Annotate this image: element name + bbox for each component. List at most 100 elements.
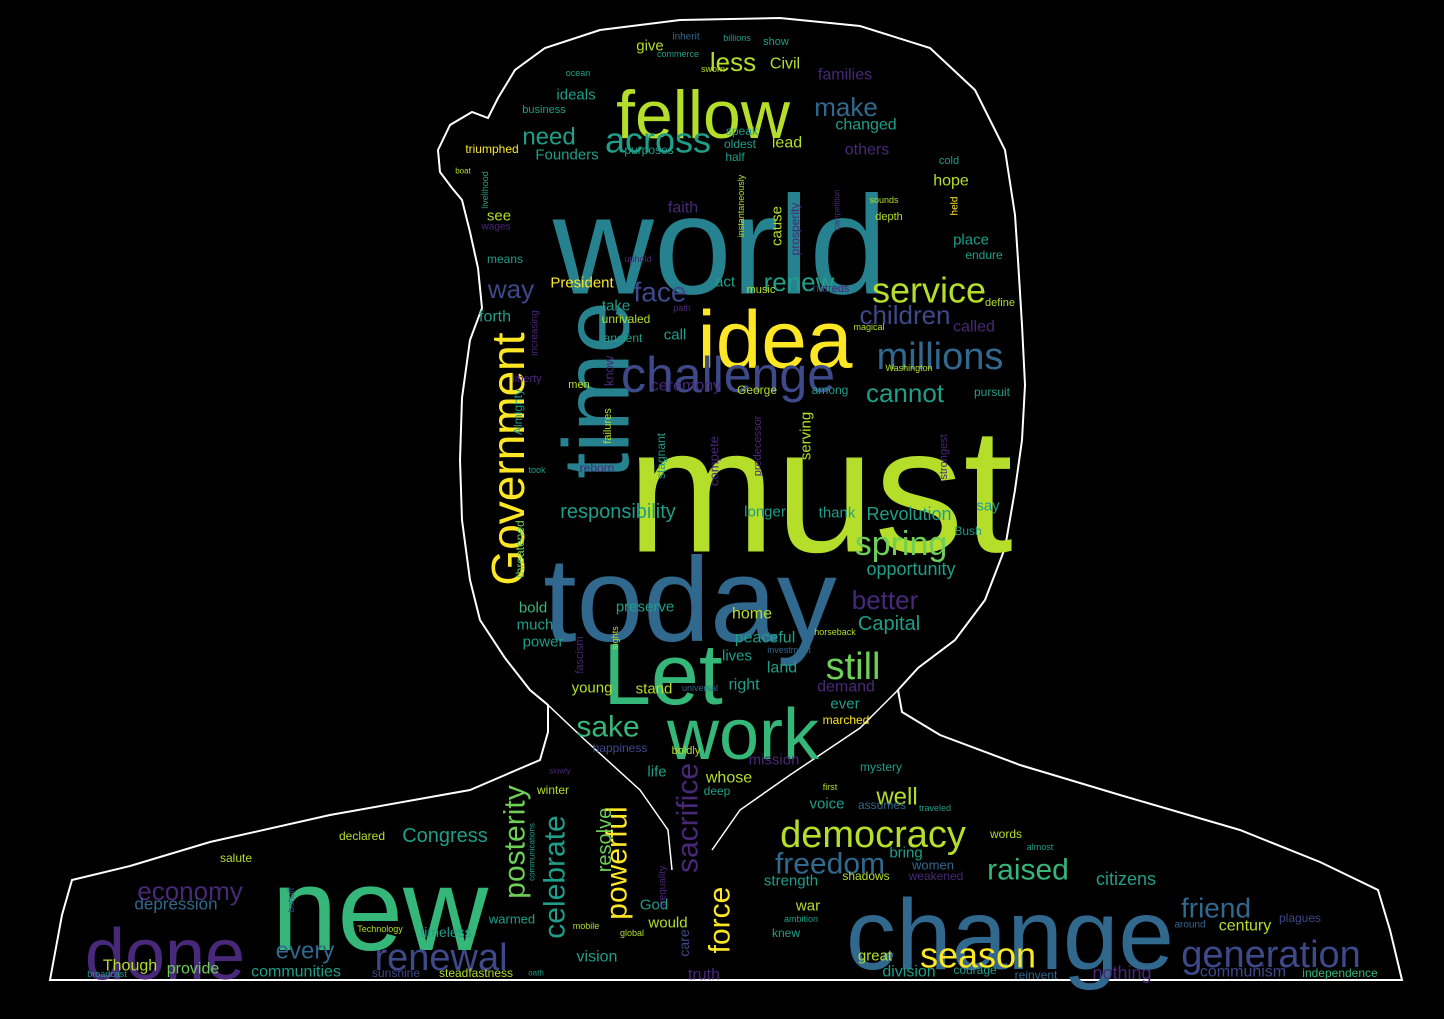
word-means: means	[487, 252, 523, 266]
word-must: must	[627, 391, 1013, 590]
word-let: Let	[603, 627, 723, 723]
word-work: work	[666, 695, 820, 775]
collar-line-right	[711, 689, 899, 851]
word-define: define	[985, 297, 1015, 309]
word-home: home	[732, 606, 772, 623]
word-cause: cause	[769, 206, 786, 246]
word-care: care	[676, 929, 692, 956]
word-still: still	[826, 646, 881, 688]
word-wages: wages	[481, 222, 511, 233]
word-almighty: Almighty	[511, 389, 525, 435]
word-great: great	[858, 948, 893, 965]
word-men: men	[568, 379, 589, 391]
word-threatened: threatened	[513, 520, 527, 577]
word-god: God	[640, 897, 668, 914]
word-happiness: happiness	[593, 741, 648, 755]
word-peaceful: peaceful	[735, 630, 796, 647]
word-young: young	[572, 680, 613, 697]
word-winter: winter	[536, 783, 569, 797]
word-cold: cold	[939, 155, 959, 167]
word-resolve: resolve	[594, 808, 616, 872]
word-new: new	[272, 844, 489, 976]
word-though: Though	[103, 958, 157, 975]
word-friend: friend	[1181, 893, 1251, 924]
word-well: well	[875, 784, 917, 811]
word-demand: demand	[817, 679, 875, 696]
word-responsibility: responsibility	[560, 501, 676, 523]
word-instantaneously: instantaneously	[736, 174, 746, 237]
word-founders: Founders	[535, 147, 598, 164]
word-congress: Congress	[402, 825, 488, 847]
word-communications: communications	[528, 823, 537, 881]
word-know: know	[602, 355, 617, 386]
word-season: season	[920, 935, 1036, 976]
word-vision: vision	[577, 949, 618, 966]
silhouette-outline	[48, 16, 1404, 981]
collar-line-left	[547, 704, 673, 871]
word-technology: Technology	[357, 924, 403, 934]
word-investment: investment	[767, 645, 811, 655]
word-timeless: timeless	[420, 924, 471, 940]
word-families: families	[818, 67, 872, 84]
word-fascism: fascism	[574, 636, 586, 673]
word-service: service	[872, 270, 986, 311]
word-fellow: fellow	[616, 77, 791, 153]
word-words: words	[989, 827, 1022, 841]
word-lead: lead	[772, 135, 802, 152]
word-bold: bold	[519, 600, 547, 617]
word-say: say	[976, 498, 1000, 515]
word-celebrate: celebrate	[539, 815, 572, 938]
word-business: business	[522, 104, 566, 116]
word-boat: boat	[455, 167, 471, 176]
word-increasing: increasing	[530, 310, 541, 356]
word-see: see	[487, 208, 511, 225]
word-call: call	[664, 327, 687, 344]
word-nothing: nothing	[1092, 963, 1151, 983]
word-reinvent: reinvent	[1015, 968, 1058, 982]
word-powerful: powerful	[601, 806, 634, 919]
word-idea: idea	[697, 295, 852, 386]
word-place: place	[953, 232, 989, 249]
word-voice: voice	[809, 796, 844, 813]
word-world: world	[552, 167, 888, 324]
word-held: held	[950, 197, 961, 216]
word-washington: Washington	[885, 363, 932, 373]
word-called: called	[953, 319, 995, 336]
word-universal: universal	[682, 683, 718, 693]
word-communism: communism	[1200, 964, 1286, 981]
word-among: among	[812, 383, 849, 397]
word-deep: deep	[704, 784, 731, 798]
word-commerce: commerce	[657, 49, 699, 59]
word-ever: ever	[830, 696, 859, 713]
word-speak: speak	[726, 124, 759, 138]
word-sacrifice: sacrifice	[672, 763, 705, 873]
word-government: Government	[482, 332, 534, 585]
word-assumes: assumes	[858, 798, 906, 812]
word-ideals: ideals	[556, 87, 595, 104]
word-almost: almost	[1027, 842, 1054, 852]
word-sworn: sworn	[701, 64, 725, 74]
word-failures: failures	[602, 408, 614, 444]
word-faith: faith	[668, 200, 698, 217]
word-hatreds: hatreds	[813, 283, 850, 295]
word-behalf: behalf	[286, 887, 296, 912]
word-purposes: purposes	[624, 143, 673, 157]
word-strength: strength	[764, 873, 818, 890]
word-ceremony: ceremony	[651, 378, 721, 395]
word-provide: provide	[167, 961, 220, 978]
word-give: give	[636, 38, 664, 55]
word-every: every	[276, 938, 335, 965]
word-bush: Bush	[954, 524, 981, 538]
word-traveled: traveled	[919, 803, 951, 813]
word-serving: serving	[798, 412, 815, 460]
word-much: much	[517, 617, 554, 634]
word-sake: sake	[576, 711, 639, 744]
word-changed: changed	[835, 117, 896, 134]
word-posterity: posterity	[499, 785, 532, 898]
word-horseback: horseback	[814, 627, 856, 637]
word-depth: depth	[875, 211, 903, 223]
word-plagues: plagues	[1279, 911, 1321, 925]
word-thank: thank	[819, 505, 856, 522]
